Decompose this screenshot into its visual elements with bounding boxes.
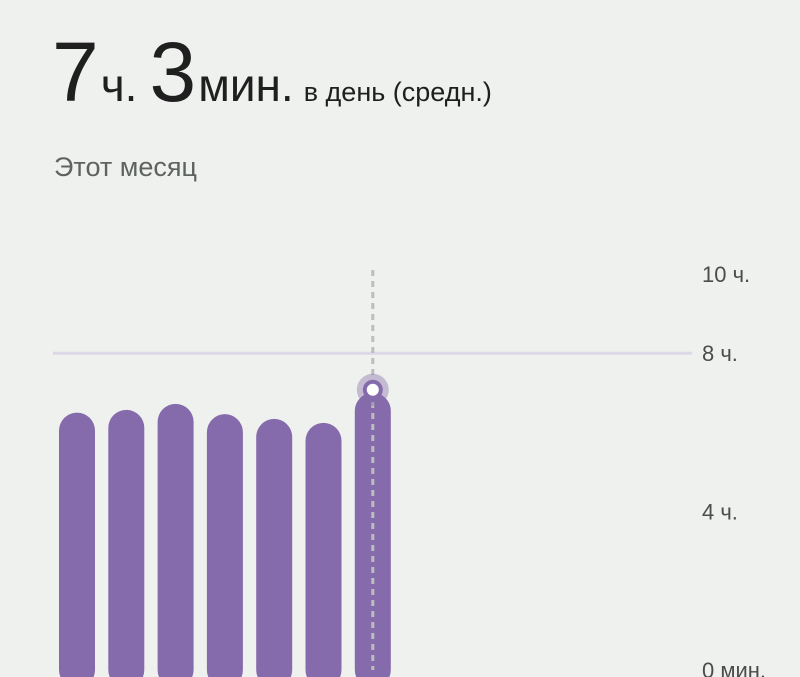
y-tick-label: 10 ч. xyxy=(702,262,750,287)
bar xyxy=(256,418,293,677)
y-tick-label: 4 ч. xyxy=(702,500,738,525)
bar xyxy=(305,422,342,677)
per-day-label: в день (средн.) xyxy=(303,77,492,107)
minutes-value: 3 xyxy=(149,25,196,119)
bar xyxy=(59,412,95,677)
hours-unit: ч. xyxy=(100,59,138,111)
bar xyxy=(206,414,243,677)
minutes-unit: мин. xyxy=(198,59,294,111)
hours-value: 7 xyxy=(52,25,99,119)
period-label: Этот месяц xyxy=(54,152,197,182)
y-tick-label: 8 ч. xyxy=(702,341,738,366)
bar xyxy=(108,409,145,677)
average-summary: 7 ч. 3 мин. в день (средн.) xyxy=(52,30,492,114)
bar xyxy=(157,403,194,677)
selection-point xyxy=(366,383,379,396)
y-tick-label: 0 мин. xyxy=(702,658,766,677)
